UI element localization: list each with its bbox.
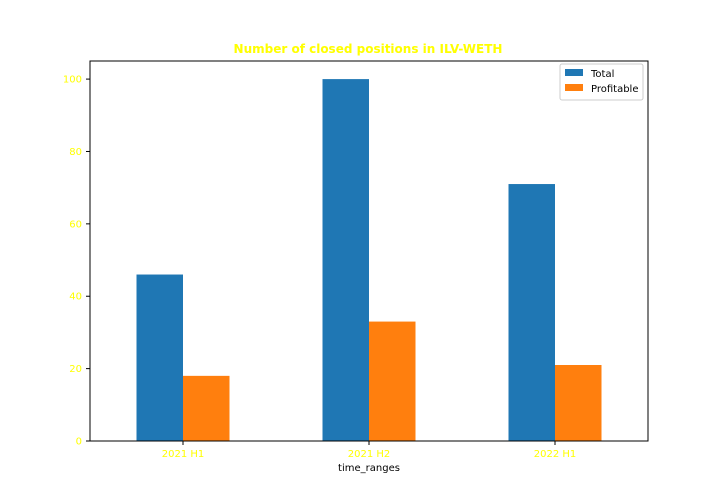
- y-tick-label: 20: [69, 364, 82, 375]
- y-tick-label: 0: [76, 437, 82, 448]
- x-axis-label: time_ranges: [338, 463, 400, 474]
- bars-group: [136, 79, 602, 442]
- bar-total-2021-h1: [136, 274, 183, 441]
- x-tick-label: 2021 H2: [348, 449, 391, 460]
- legend-label-profitable: Profitable: [591, 84, 639, 95]
- plot-frame: [89, 60, 649, 442]
- y-tick-label: 100: [63, 75, 82, 86]
- legend-label-total: Total: [590, 69, 614, 80]
- y-axis-ticks: 0 20 40 60 80 100: [63, 75, 90, 448]
- legend-swatch-profitable: [565, 84, 583, 91]
- chart-title: Number of closed positions in ILV-WETH: [234, 42, 503, 56]
- y-tick-label: 60: [69, 219, 82, 230]
- x-tick-label: 2022 H1: [534, 449, 577, 460]
- bar-total-2022-h1: [508, 184, 555, 442]
- y-tick-label: 80: [69, 147, 82, 158]
- legend: Total Profitable: [559, 63, 644, 101]
- bar-profitable-2021-h1: [183, 375, 230, 441]
- bar-profitable-2021-h2: [369, 321, 416, 441]
- legend-swatch-total: [565, 69, 583, 76]
- x-tick-label: 2021 H1: [162, 449, 205, 460]
- bar-profitable-2022-h1: [555, 365, 602, 441]
- y-tick-label: 40: [69, 292, 82, 303]
- x-axis-ticks: 2021 H1 2021 H2 2022 H1: [162, 441, 577, 460]
- bar-total-2021-h2: [322, 79, 369, 441]
